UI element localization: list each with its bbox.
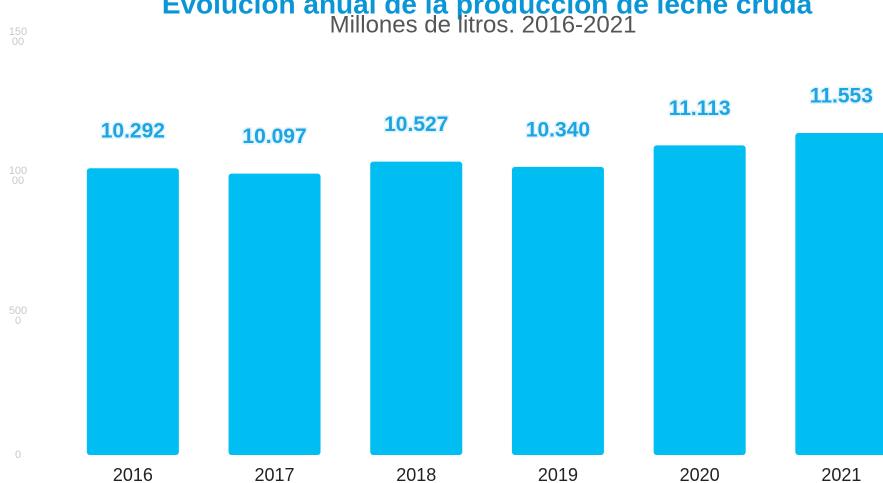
x-tick-label: 2017 <box>255 465 295 483</box>
chart-subtitle: Millones de litros. 2016-2021 <box>330 11 637 38</box>
y-tick-label: 5000 <box>8 304 28 327</box>
value-label: 11.553 <box>810 85 873 108</box>
x-tick-label: 2018 <box>396 465 436 483</box>
bar <box>228 173 321 456</box>
y-tick-label: 15000 <box>8 26 28 48</box>
x-tick-label: 2016 <box>113 465 153 483</box>
chart-title: Evolución anual de la producción de lech… <box>162 0 813 19</box>
bar <box>653 145 746 455</box>
bar <box>795 133 883 455</box>
bar <box>86 168 179 455</box>
value-label: 10.340 <box>526 118 590 141</box>
x-tick-label: 2020 <box>680 465 720 483</box>
y-tick-label: 0 <box>14 449 22 461</box>
x-tick-label: 2021 <box>821 465 861 483</box>
x-tick-label: 2019 <box>538 465 578 483</box>
value-label: 10.097 <box>242 125 306 148</box>
y-tick-label: 10000 <box>8 165 28 188</box>
bar <box>511 166 604 455</box>
value-label: 10.527 <box>384 113 448 136</box>
bar <box>370 161 463 456</box>
value-label: 11.113 <box>669 97 731 120</box>
value-label: 10.292 <box>101 120 165 143</box>
